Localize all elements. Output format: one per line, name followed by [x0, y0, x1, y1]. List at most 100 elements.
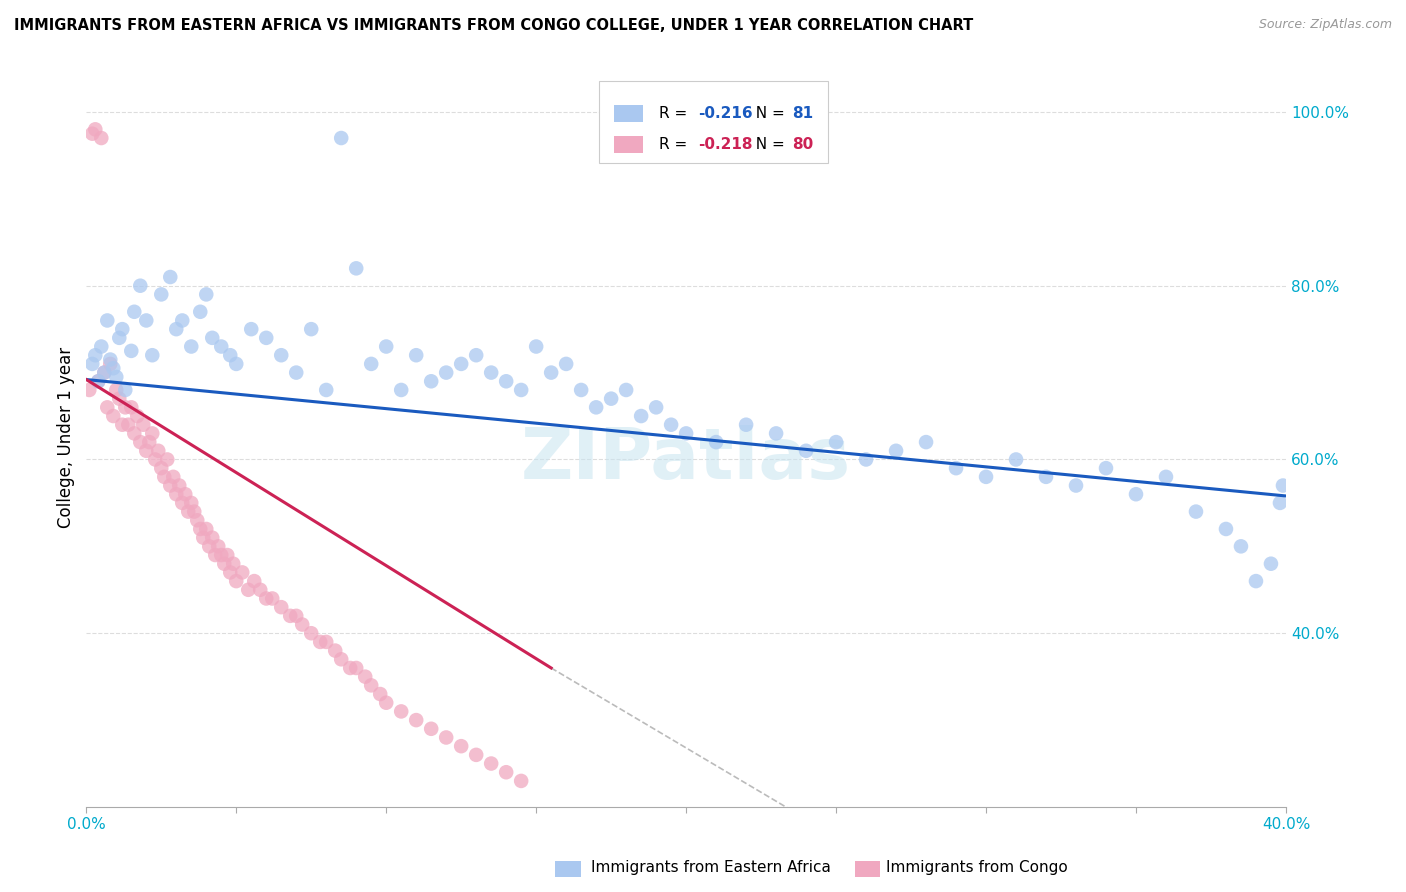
Text: Source: ZipAtlas.com: Source: ZipAtlas.com: [1258, 18, 1392, 31]
Point: [262, 591, 284, 606]
Point: [704, 435, 727, 450]
Point: [201, 331, 224, 345]
Point: [360, 357, 382, 371]
Point: [354, 670, 377, 684]
Point: [111, 322, 134, 336]
Point: [195, 522, 218, 536]
Point: [183, 505, 205, 519]
Point: [162, 470, 184, 484]
Point: [238, 582, 260, 597]
Point: [1215, 522, 1237, 536]
Point: [219, 348, 242, 362]
FancyBboxPatch shape: [614, 136, 643, 153]
Point: [105, 370, 128, 384]
Point: [434, 731, 457, 745]
Point: [450, 357, 472, 371]
Point: [1260, 557, 1282, 571]
Point: [540, 366, 562, 380]
Text: IMMIGRANTS FROM EASTERN AFRICA VS IMMIGRANTS FROM CONGO COLLEGE, UNDER 1 YEAR CO: IMMIGRANTS FROM EASTERN AFRICA VS IMMIGR…: [14, 18, 973, 33]
Point: [315, 635, 337, 649]
Point: [90, 339, 112, 353]
Point: [84, 348, 107, 362]
Point: [172, 313, 194, 327]
Point: [114, 401, 136, 415]
Point: [172, 496, 194, 510]
Point: [299, 626, 322, 640]
Point: [98, 357, 121, 371]
Point: [103, 409, 125, 423]
Point: [270, 348, 292, 362]
Point: [585, 401, 607, 415]
Point: [156, 452, 179, 467]
FancyBboxPatch shape: [599, 81, 828, 163]
Point: [108, 392, 131, 406]
Point: [479, 756, 502, 771]
Point: [884, 443, 907, 458]
Point: [177, 505, 200, 519]
Point: [150, 287, 173, 301]
Point: [193, 531, 215, 545]
Point: [285, 366, 308, 380]
Point: [82, 127, 104, 141]
Text: Immigrants from Eastern Africa: Immigrants from Eastern Africa: [591, 861, 831, 875]
Point: [188, 522, 211, 536]
Point: [249, 582, 271, 597]
Point: [198, 539, 221, 553]
Point: [96, 401, 118, 415]
Point: [188, 305, 211, 319]
Point: [212, 557, 235, 571]
Point: [225, 574, 247, 588]
Point: [135, 443, 157, 458]
Point: [111, 417, 134, 432]
Point: [375, 339, 398, 353]
Point: [87, 374, 110, 388]
Point: [141, 426, 163, 441]
Point: [127, 409, 149, 423]
Point: [309, 635, 332, 649]
Text: Immigrants from Congo: Immigrants from Congo: [886, 861, 1067, 875]
Text: N =: N =: [747, 106, 790, 121]
Point: [87, 374, 110, 388]
Point: [93, 366, 115, 380]
Point: [323, 643, 346, 657]
Point: [105, 383, 128, 397]
Point: [1125, 487, 1147, 501]
Point: [120, 401, 142, 415]
Point: [555, 357, 578, 371]
Point: [103, 361, 125, 376]
Point: [375, 696, 398, 710]
Point: [794, 443, 817, 458]
Point: [159, 478, 181, 492]
Point: [339, 661, 361, 675]
Point: [129, 278, 152, 293]
Point: [108, 331, 131, 345]
Point: [368, 687, 391, 701]
Point: [765, 426, 787, 441]
Point: [240, 322, 263, 336]
Point: [159, 270, 181, 285]
Point: [209, 339, 232, 353]
Point: [855, 452, 877, 467]
Point: [207, 539, 229, 553]
Point: [135, 313, 157, 327]
Point: [420, 722, 443, 736]
Point: [84, 122, 107, 136]
Point: [479, 366, 502, 380]
Point: [186, 513, 208, 527]
Point: [614, 383, 637, 397]
Point: [315, 383, 337, 397]
Point: [153, 470, 176, 484]
Point: [90, 131, 112, 145]
Text: N =: N =: [747, 137, 790, 152]
Point: [299, 322, 322, 336]
Point: [143, 452, 166, 467]
Point: [1271, 478, 1294, 492]
Point: [180, 339, 202, 353]
Point: [330, 652, 353, 666]
Point: [1035, 470, 1057, 484]
Point: [434, 366, 457, 380]
Point: [201, 531, 224, 545]
Point: [344, 261, 367, 276]
Point: [120, 343, 142, 358]
Point: [1230, 539, 1253, 553]
